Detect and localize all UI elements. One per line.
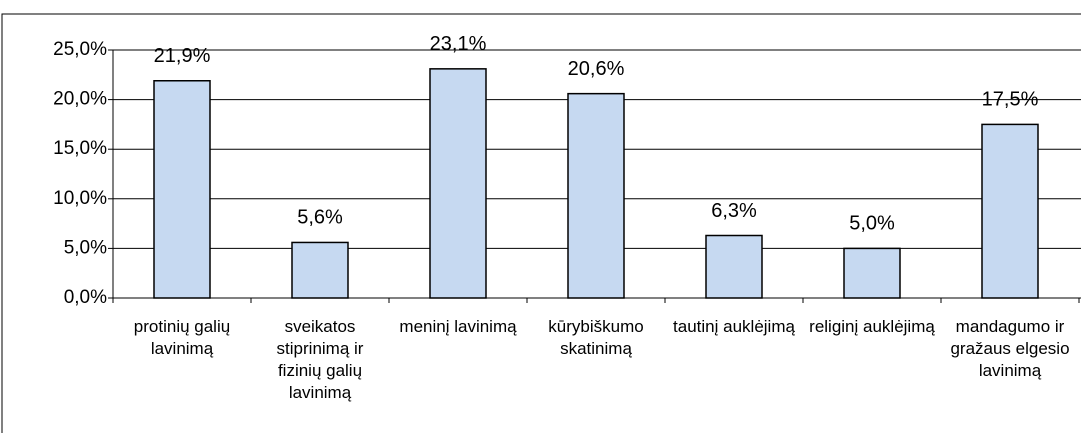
x-tick-label: tautinį auklėjimą [673, 317, 795, 336]
x-tick-label: religinį auklėjimą [809, 317, 935, 336]
y-tick-label: 10,0% [53, 188, 107, 209]
bar [705, 234, 763, 299]
y-tick-label: 20,0% [53, 89, 107, 110]
data-label: 23,1% [430, 33, 487, 55]
data-label: 6,3% [711, 200, 757, 222]
y-tick-label: 0,0% [64, 287, 107, 308]
bar [153, 80, 211, 299]
bar [291, 241, 349, 299]
y-tick-label: 25,0% [53, 39, 107, 60]
x-tick-label: kūrybiškumo skatinimą [548, 317, 644, 358]
data-label: 21,9% [154, 45, 211, 67]
x-tick-label: protinių galių lavinimą [133, 317, 231, 358]
y-tick-label: 15,0% [53, 138, 107, 159]
data-label: 5,6% [297, 207, 343, 229]
bar [843, 247, 901, 299]
data-label: 17,5% [982, 89, 1039, 111]
bar [567, 92, 625, 299]
x-tick-label: meninį lavinimą [399, 317, 517, 336]
bar [981, 123, 1039, 299]
bar [429, 68, 487, 299]
chart-frame [1, 13, 1081, 433]
y-tick-label: 5,0% [64, 237, 107, 258]
data-label: 20,6% [568, 58, 625, 80]
x-tick-label: mandagumo ir gražaus elgesio lavinimą [950, 317, 1070, 380]
data-label: 5,0% [849, 213, 895, 235]
x-tick-label: sveikatos stiprinimą ir fizinių galių la… [276, 317, 364, 402]
